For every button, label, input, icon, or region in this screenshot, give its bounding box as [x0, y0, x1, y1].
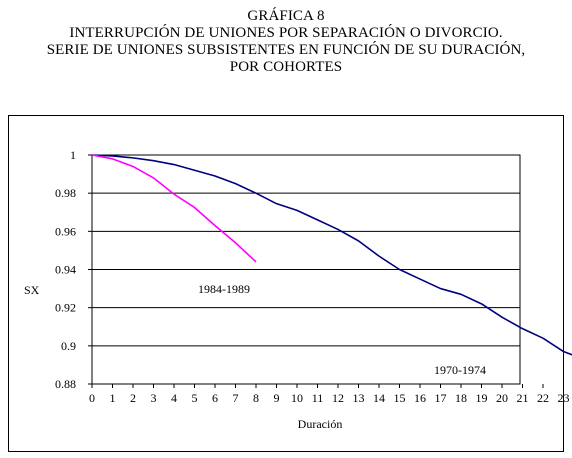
chart-title: GRÁFICA 8 INTERRUPCIÓN DE UNIONES POR SE…	[0, 8, 572, 76]
y-tick-label: 1	[70, 148, 76, 162]
x-tick-label: 23	[558, 391, 570, 405]
x-tick-label: 17	[435, 391, 447, 405]
x-tick-label: 8	[253, 391, 259, 405]
series-label-1984-1989: 1984-1989	[198, 282, 250, 296]
x-tick-label: 9	[274, 391, 280, 405]
y-axis-label: SX	[24, 283, 40, 297]
x-tick-label: 5	[192, 391, 198, 405]
title-line-2: INTERRUPCIÓN DE UNIONES POR SEPARACIÓN O…	[69, 25, 503, 41]
x-tick-label: 1	[110, 391, 116, 405]
grid-layer	[91, 154, 521, 385]
x-tick-label: 2	[130, 391, 136, 405]
series-line-1970-1974	[91, 154, 572, 356]
y-tick-label: 0.92	[55, 301, 76, 315]
x-tick-label: 15	[394, 391, 406, 405]
x-tick-label: 10	[291, 391, 303, 405]
y-tick-label: 0.94	[55, 263, 76, 277]
x-tick-label: 19	[476, 391, 488, 405]
series-label-1970-1974: 1970-1974	[434, 363, 486, 377]
x-tick-label: 12	[332, 391, 344, 405]
x-tick-label: 13	[353, 391, 365, 405]
x-tick-label: 20	[496, 391, 508, 405]
title-line-4: POR COHORTES	[229, 59, 343, 75]
y-tick-label: 0.88	[55, 377, 76, 391]
title-line-3: SERIE DE UNIONES SUBSISTENTES EN FUNCIÓN…	[46, 42, 526, 58]
label-layer: Duración SX 1970-1974 1984-1989	[24, 282, 486, 431]
x-tick-label: 0	[89, 391, 95, 405]
title-line-1: GRÁFICA 8	[247, 8, 325, 24]
y-tick-label: 0.9	[61, 339, 76, 353]
x-tick-label: 14	[373, 391, 385, 405]
x-tick-label: 16	[414, 391, 426, 405]
x-tick-label: 3	[151, 391, 157, 405]
x-tick-label: 18	[455, 391, 467, 405]
y-tick-label: 0.98	[55, 186, 76, 200]
x-axis-label: Duración	[298, 417, 343, 431]
y-tick-label: 0.96	[55, 224, 76, 238]
chart-frame	[8, 115, 564, 452]
x-tick-label: 11	[312, 391, 324, 405]
x-tick-label: 4	[171, 391, 177, 405]
series-layer	[91, 154, 572, 356]
x-tick-label: 6	[212, 391, 218, 405]
series-line-1984-1989	[91, 154, 257, 263]
x-tick-label: 21	[517, 391, 529, 405]
x-tick-label: 22	[537, 391, 549, 405]
x-tick-label: 7	[233, 391, 239, 405]
